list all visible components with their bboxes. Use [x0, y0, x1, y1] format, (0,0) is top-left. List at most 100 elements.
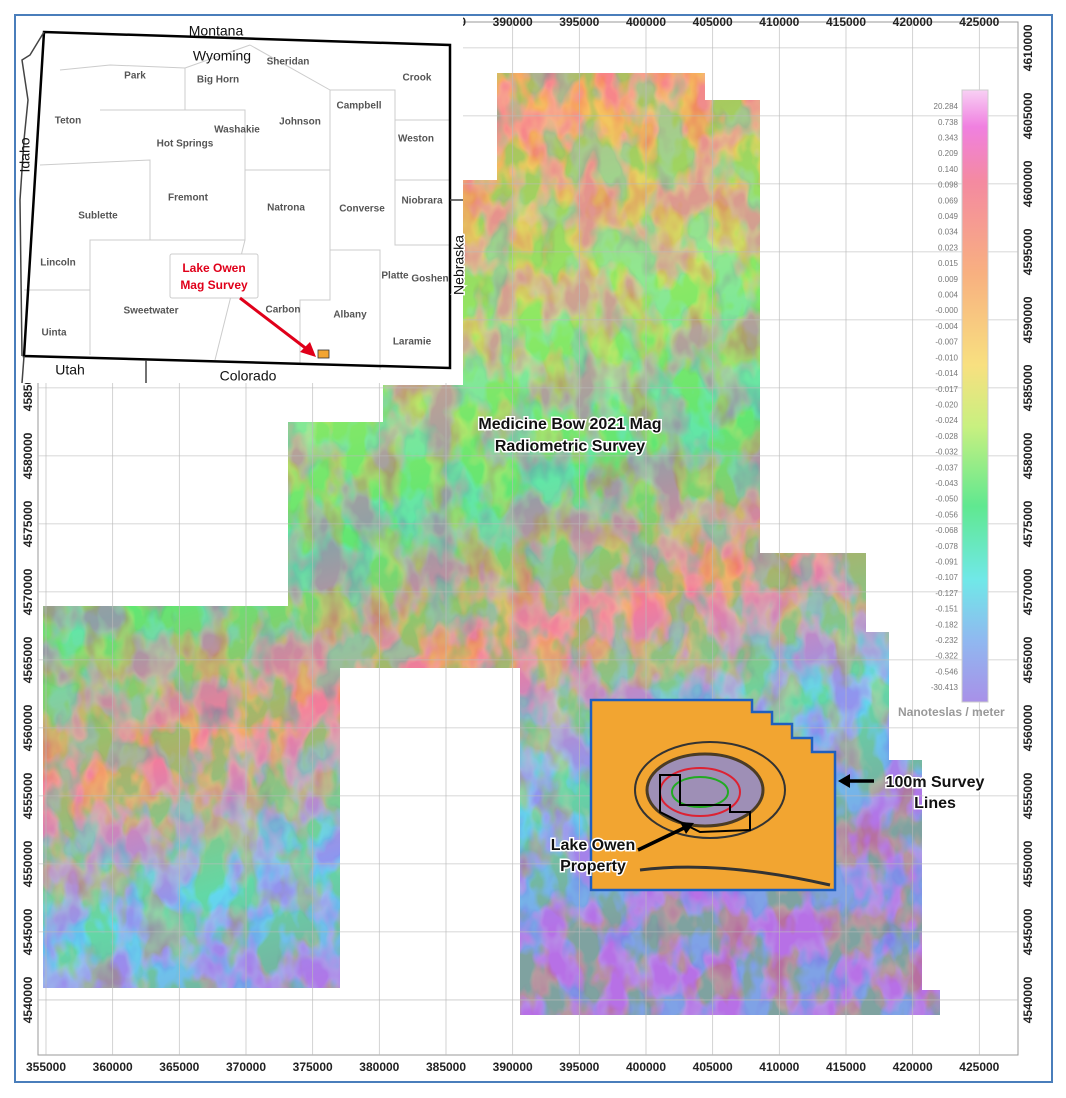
colorbar-label: 20.284 — [934, 102, 959, 111]
colorbar-label: -0.010 — [935, 353, 958, 362]
colorbar-label: -0.068 — [935, 526, 958, 535]
inset-label: Idaho — [17, 137, 33, 172]
x-tick-label: 380000 — [359, 1060, 399, 1074]
inset-label: Teton — [55, 116, 81, 127]
colorbar-label: -0.017 — [935, 385, 958, 394]
inset-label: Albany — [333, 310, 367, 321]
y-tick-label: 4550000 — [1021, 840, 1035, 887]
x-tick-label: 400000 — [626, 15, 666, 29]
inset-label: Campbell — [336, 101, 381, 112]
colorbar-label: -0.043 — [935, 479, 958, 488]
x-tick-label: 395000 — [559, 1060, 599, 1074]
colorbar-label: -0.078 — [935, 542, 958, 551]
x-tick-label: 395000 — [559, 15, 599, 29]
neighbor-borders — [19, 31, 463, 384]
y-tick-label: 4570000 — [21, 568, 35, 615]
arrows — [637, 774, 874, 852]
colorbar-label: 0.023 — [938, 243, 959, 252]
y-tick-label: 4560000 — [21, 704, 35, 751]
colorbar-label: 0.140 — [938, 165, 959, 174]
y-tick-label: 4575000 — [1021, 500, 1035, 547]
x-tick-label: 405000 — [693, 1060, 733, 1074]
annotation: Medicine Bow 2021 Mag — [478, 416, 661, 433]
colorbar — [961, 89, 989, 703]
callout-text: Mag Survey — [180, 278, 248, 292]
y-tick-label: 4600000 — [1021, 160, 1035, 207]
colorbar-label: 0.049 — [938, 212, 959, 221]
colorbar-unit: Nanoteslas / meter — [898, 705, 1005, 719]
colorbar-scale — [961, 89, 989, 703]
callout-box — [169, 253, 259, 299]
arrow-head — [838, 774, 850, 788]
colorbar-label: 0.069 — [938, 196, 959, 205]
colorbar-label: -0.014 — [935, 369, 958, 378]
y-tick-label: 4605000 — [1021, 92, 1035, 139]
colorbar-label: -0.232 — [935, 636, 958, 645]
inset-label: Fremont — [168, 193, 209, 204]
property-outline — [659, 774, 751, 834]
y-tick-label: 4595000 — [1021, 228, 1035, 275]
y-tick-label: 4565000 — [21, 636, 35, 683]
colorbar-label: 0.343 — [938, 134, 959, 143]
y-tick-label: 4575000 — [21, 500, 35, 547]
x-tick-label: 390000 — [493, 15, 533, 29]
y-tick-label: 4580000 — [21, 432, 35, 479]
inset-map: Montana Wyoming Sheridan Park Big Horn Crook C… — [17, 17, 468, 384]
y-tick-label: 4555000 — [21, 772, 35, 819]
inset-label: Utah — [55, 362, 85, 378]
colorbar-label: -0.037 — [935, 463, 958, 472]
annotation: 100m Survey — [886, 774, 985, 791]
inset-label: Wyoming — [193, 48, 251, 64]
colorbar-label: -0.091 — [935, 557, 958, 566]
inset-label: Lincoln — [40, 258, 76, 269]
colorbar-label: -0.107 — [935, 573, 958, 582]
colorbar-label: -0.020 — [935, 400, 958, 409]
y-tick-label: 4550000 — [21, 840, 35, 887]
x-tick-label: 425000 — [959, 15, 999, 29]
inset-label: Sublette — [78, 211, 118, 222]
x-tick-label: 355000 — [26, 1060, 66, 1074]
y-tick-label: 4580000 — [1021, 432, 1035, 479]
y-tick-label: 4590000 — [1021, 296, 1035, 343]
inset-label: Montana — [189, 23, 244, 39]
inset-label: Nebraska — [451, 235, 467, 295]
x-tick-label: 390000 — [493, 1060, 533, 1074]
y-tick-label: 4540000 — [21, 976, 35, 1023]
inset-label: Converse — [339, 204, 385, 215]
x-tick-label: 370000 — [226, 1060, 266, 1074]
callout-arrow-head — [300, 342, 316, 357]
colorbar-label: 0.034 — [938, 228, 959, 237]
colorbar-label: -0.028 — [935, 432, 958, 441]
callout-text: Lake Owen — [182, 261, 245, 275]
x-tick-label: 360000 — [93, 1060, 133, 1074]
colorbar-label: 0.738 — [938, 118, 959, 127]
inset-label: Niobrara — [401, 196, 443, 207]
inset-label: Sheridan — [267, 57, 310, 68]
inset-background — [17, 17, 463, 383]
colorbar-label: 0.098 — [938, 181, 959, 190]
colorbar-label: 0.209 — [938, 149, 959, 158]
x-tick-label: 420000 — [893, 1060, 933, 1074]
colorbar-label: 0.015 — [938, 259, 959, 268]
inset-label: Park — [124, 71, 146, 82]
county-lines — [24, 44, 450, 370]
colorbar-label: 0.009 — [938, 275, 959, 284]
colorbar-label: -0.032 — [935, 448, 958, 457]
inset-label: Crook — [403, 73, 432, 84]
x-tick-label: 405000 — [693, 15, 733, 29]
x-tick-label: 400000 — [626, 1060, 666, 1074]
ring — [634, 741, 786, 839]
annotation: Property — [560, 858, 626, 875]
inset-label: Uinta — [42, 328, 67, 339]
y-tick-label: 4545000 — [21, 908, 35, 955]
y-tick-label: 4565000 — [1021, 636, 1035, 683]
y-tick-label: 4560000 — [1021, 704, 1035, 751]
lake-owen-location — [317, 349, 330, 359]
state-outline — [22, 30, 452, 370]
colorbar-label: -0.127 — [935, 589, 958, 598]
colorbar-label: 0.004 — [938, 291, 959, 300]
y-tick-label: 4540000 — [1021, 976, 1035, 1023]
colorbar-label: -0.050 — [935, 495, 958, 504]
x-tick-label: 425000 — [959, 1060, 999, 1074]
colorbar-label: -0.151 — [935, 605, 958, 614]
